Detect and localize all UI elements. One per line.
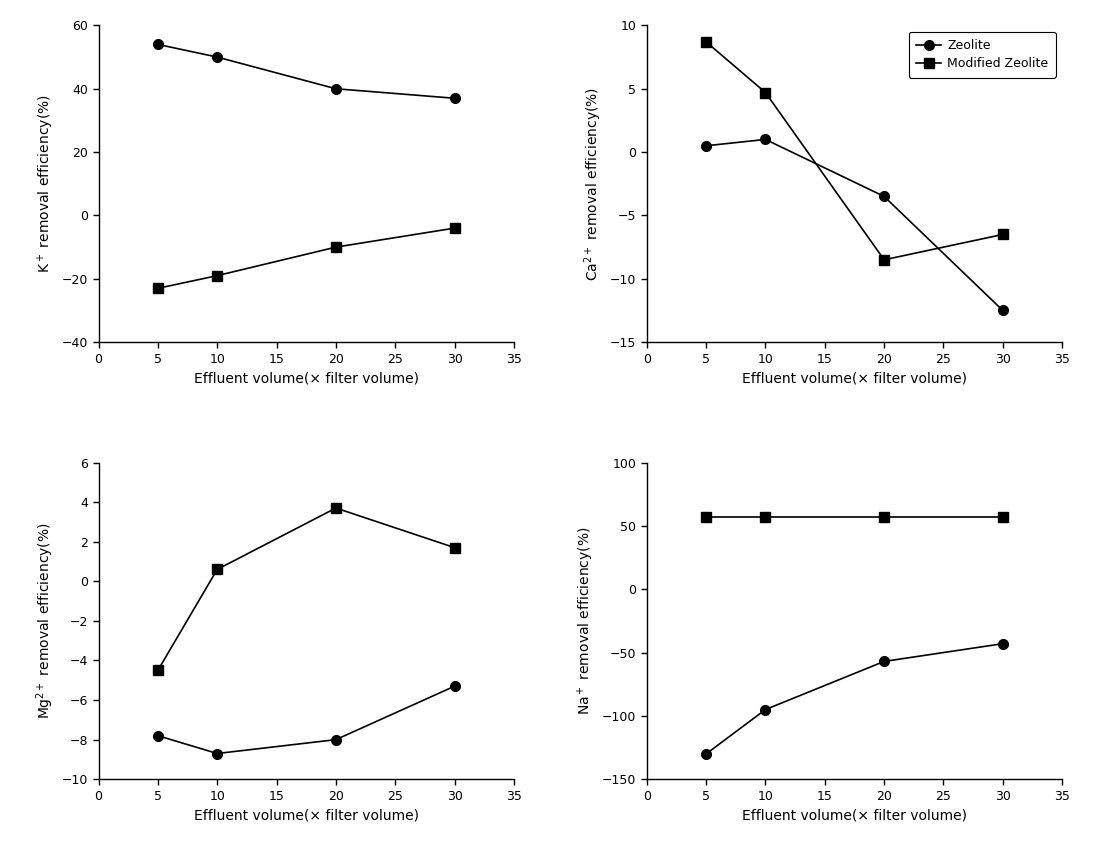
Modified Zeolite: [996, 230, 1010, 240]
Line: Zeolite: Zeolite: [701, 135, 1007, 315]
Legend: Zeolite, Modified Zeolite: Zeolite, Modified Zeolite: [909, 31, 1056, 78]
Modified Zeolite: [448, 223, 461, 233]
Zeolite: [996, 639, 1010, 649]
X-axis label: Effluent volume(× filter volume): Effluent volume(× filter volume): [194, 808, 418, 822]
X-axis label: Effluent volume(× filter volume): Effluent volume(× filter volume): [194, 371, 418, 385]
Zeolite: [700, 749, 713, 759]
Y-axis label: Ca$^{2+}$ removal efficiency(%): Ca$^{2+}$ removal efficiency(%): [583, 86, 604, 281]
Y-axis label: Na$^+$ removal efficiency(%): Na$^+$ removal efficiency(%): [576, 527, 597, 715]
Line: Zeolite: Zeolite: [153, 40, 460, 103]
Line: Zeolite: Zeolite: [153, 681, 460, 758]
Modified Zeolite: [210, 564, 223, 574]
Zeolite: [877, 191, 890, 202]
Modified Zeolite: [877, 255, 890, 265]
Line: Modified Zeolite: Modified Zeolite: [153, 224, 460, 293]
Modified Zeolite: [330, 503, 343, 513]
Zeolite: [151, 39, 164, 49]
Line: Modified Zeolite: Modified Zeolite: [153, 503, 460, 675]
Line: Modified Zeolite: Modified Zeolite: [701, 512, 1007, 522]
Modified Zeolite: [330, 242, 343, 252]
Zeolite: [877, 656, 890, 667]
Zeolite: [151, 731, 164, 741]
X-axis label: Effluent volume(× filter volume): Effluent volume(× filter volume): [742, 371, 967, 385]
X-axis label: Effluent volume(× filter volume): Effluent volume(× filter volume): [742, 808, 967, 822]
Zeolite: [210, 749, 223, 759]
Zeolite: [700, 141, 713, 151]
Zeolite: [759, 705, 772, 715]
Y-axis label: Mg$^{2+}$ removal efficiency(%): Mg$^{2+}$ removal efficiency(%): [35, 523, 56, 719]
Zeolite: [759, 135, 772, 145]
Modified Zeolite: [700, 36, 713, 47]
Zeolite: [330, 734, 343, 745]
Zeolite: [448, 681, 461, 691]
Zeolite: [330, 84, 343, 94]
Y-axis label: K$^+$ removal efficiency(%): K$^+$ removal efficiency(%): [36, 94, 56, 274]
Zeolite: [210, 52, 223, 62]
Modified Zeolite: [759, 512, 772, 522]
Modified Zeolite: [210, 270, 223, 280]
Zeolite: [448, 93, 461, 103]
Modified Zeolite: [877, 512, 890, 522]
Line: Modified Zeolite: Modified Zeolite: [701, 37, 1007, 264]
Modified Zeolite: [996, 512, 1010, 522]
Modified Zeolite: [448, 543, 461, 553]
Line: Zeolite: Zeolite: [701, 639, 1007, 759]
Modified Zeolite: [700, 512, 713, 522]
Modified Zeolite: [151, 283, 164, 293]
Modified Zeolite: [759, 87, 772, 97]
Zeolite: [996, 306, 1010, 316]
Modified Zeolite: [151, 665, 164, 675]
